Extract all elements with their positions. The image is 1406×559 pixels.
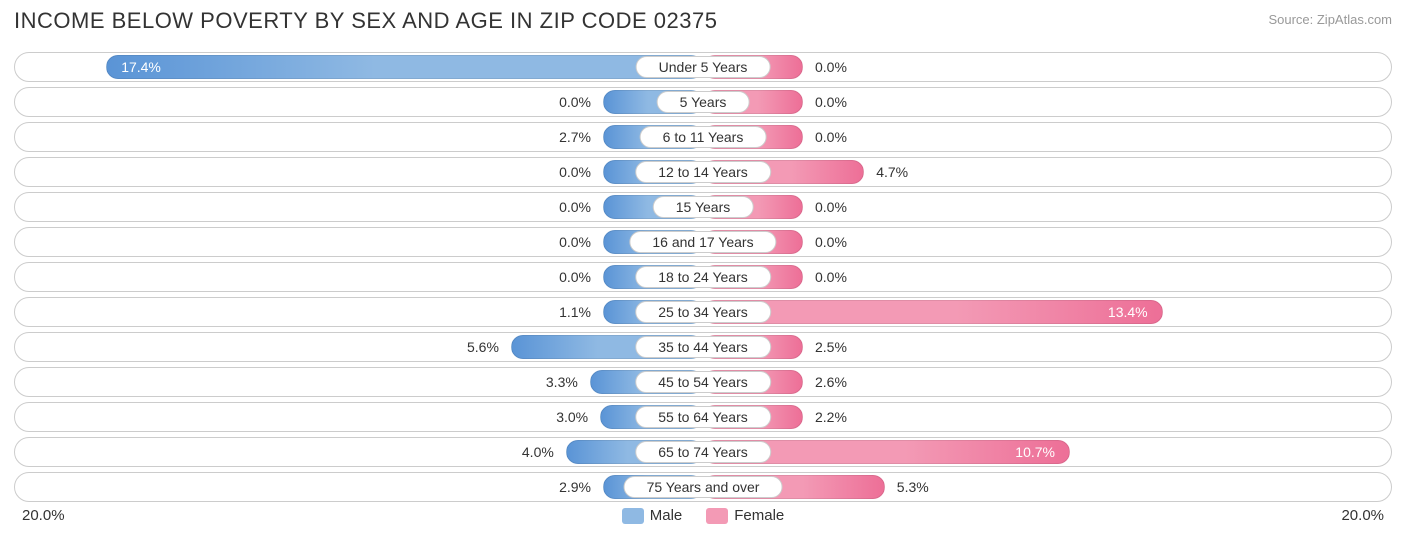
male-value: 0.0% <box>547 234 603 250</box>
chart-row: 3.3% 2.6% 45 to 54 Years <box>14 367 1392 397</box>
legend-female: Female <box>706 507 784 524</box>
axis-max-left: 20.0% <box>14 507 622 524</box>
chart-row: 2.7% 0.0% 6 to 11 Years <box>14 122 1392 152</box>
female-value: 0.0% <box>803 234 859 250</box>
male-value: 17.4% <box>121 59 161 75</box>
chart-container: INCOME BELOW POVERTY BY SEX AND AGE IN Z… <box>0 0 1406 559</box>
chart-row: 5.6% 2.5% 35 to 44 Years <box>14 332 1392 362</box>
chart-row: 0.0% 0.0% 16 and 17 Years <box>14 227 1392 257</box>
female-value: 4.7% <box>864 164 920 180</box>
legend-female-label: Female <box>734 507 784 524</box>
legend-male-label: Male <box>650 507 683 524</box>
axis-max-right: 20.0% <box>784 507 1392 524</box>
female-value: 0.0% <box>803 59 859 75</box>
male-value: 1.1% <box>547 304 603 320</box>
female-value: 13.4% <box>1108 304 1148 320</box>
male-value: 5.6% <box>455 339 511 355</box>
female-swatch-icon <box>706 508 728 524</box>
chart-row: 0.0% 0.0% 15 Years <box>14 192 1392 222</box>
legend-male: Male <box>622 507 683 524</box>
chart-row: 4.0% 10.7% 65 to 74 Years <box>14 437 1392 467</box>
category-label: 65 to 74 Years <box>635 441 771 463</box>
male-value: 3.0% <box>544 409 600 425</box>
category-label: 35 to 44 Years <box>635 336 771 358</box>
male-value: 0.0% <box>547 199 603 215</box>
category-label: 6 to 11 Years <box>640 126 767 148</box>
category-label: 75 Years and over <box>624 476 783 498</box>
chart-row: 2.9% 5.3% 75 Years and over <box>14 472 1392 502</box>
female-bar: 13.4% <box>703 300 1163 324</box>
chart-footer: 20.0% Male Female 20.0% <box>14 507 1392 524</box>
category-label: 16 and 17 Years <box>629 231 776 253</box>
female-value: 0.0% <box>803 269 859 285</box>
chart-row: 0.0% 4.7% 12 to 14 Years <box>14 157 1392 187</box>
male-bar: 17.4% <box>106 55 703 79</box>
male-value: 0.0% <box>547 94 603 110</box>
chart-row: 0.0% 0.0% 18 to 24 Years <box>14 262 1392 292</box>
category-label: 18 to 24 Years <box>635 266 771 288</box>
category-label: 45 to 54 Years <box>635 371 771 393</box>
female-value: 5.3% <box>885 479 941 495</box>
category-label: 55 to 64 Years <box>635 406 771 428</box>
category-label: 12 to 14 Years <box>635 161 771 183</box>
male-value: 3.3% <box>534 374 590 390</box>
chart-row: 17.4% 0.0% Under 5 Years <box>14 52 1392 82</box>
category-label: 25 to 34 Years <box>635 301 771 323</box>
female-value: 10.7% <box>1015 444 1055 460</box>
male-value: 0.0% <box>547 164 603 180</box>
category-label: 15 Years <box>653 196 754 218</box>
header: INCOME BELOW POVERTY BY SEX AND AGE IN Z… <box>14 8 1392 34</box>
legend: Male Female <box>622 507 785 524</box>
chart-title: INCOME BELOW POVERTY BY SEX AND AGE IN Z… <box>14 8 717 34</box>
male-value: 0.0% <box>547 269 603 285</box>
category-label: Under 5 Years <box>636 56 771 78</box>
female-value: 2.2% <box>803 409 859 425</box>
female-value: 0.0% <box>803 94 859 110</box>
female-value: 0.0% <box>803 129 859 145</box>
female-value: 2.5% <box>803 339 859 355</box>
chart-row: 1.1% 13.4% 25 to 34 Years <box>14 297 1392 327</box>
chart-row: 3.0% 2.2% 55 to 64 Years <box>14 402 1392 432</box>
male-value: 4.0% <box>510 444 566 460</box>
category-label: 5 Years <box>657 91 750 113</box>
male-value: 2.7% <box>547 129 603 145</box>
female-value: 2.6% <box>803 374 859 390</box>
source-attribution: Source: ZipAtlas.com <box>1268 8 1392 27</box>
chart-row: 0.0% 0.0% 5 Years <box>14 87 1392 117</box>
diverging-bar-chart: 17.4% 0.0% Under 5 Years 0.0% 0.0% 5 Years 2.7… <box>14 52 1392 502</box>
female-value: 0.0% <box>803 199 859 215</box>
male-value: 2.9% <box>547 479 603 495</box>
male-swatch-icon <box>622 508 644 524</box>
